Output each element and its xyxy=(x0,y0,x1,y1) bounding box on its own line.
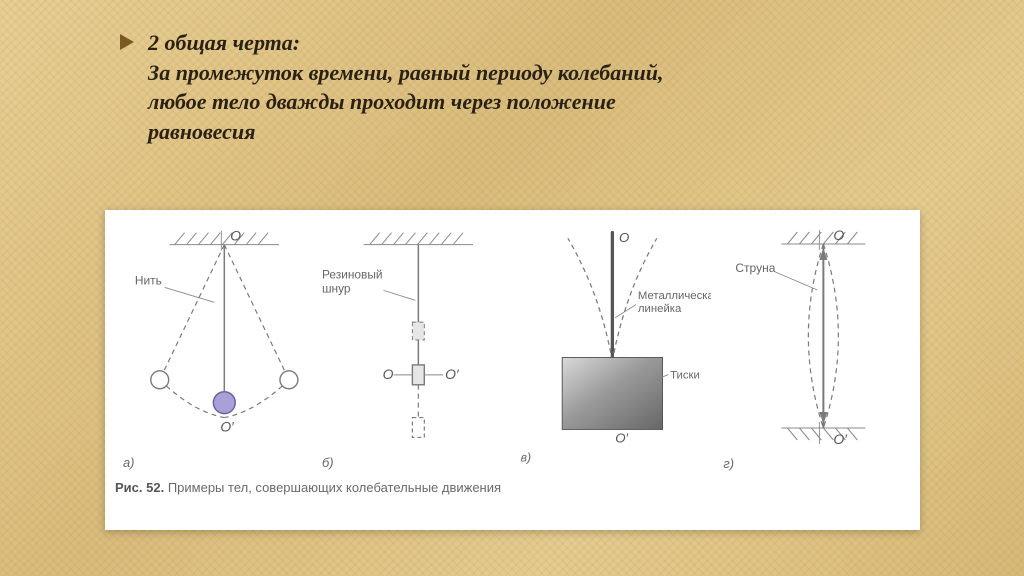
sub-c: в) xyxy=(520,451,531,465)
label-string: Струна xyxy=(736,261,776,275)
label-thread: Нить xyxy=(135,273,162,287)
slide: 2 общая черта: За промежуток времени, ра… xyxy=(0,0,1024,576)
label-O-b: O xyxy=(382,366,393,382)
heading-line1: 2 общая черта: xyxy=(148,30,300,55)
label-ruler2: линейка xyxy=(637,303,681,315)
label-vise: Тиски xyxy=(670,369,700,381)
heading-text: 2 общая черта: За промежуток времени, ра… xyxy=(148,28,663,147)
label-cord1: Резиновый xyxy=(322,267,383,281)
heading-block: 2 общая черта: За промежуток времени, ра… xyxy=(120,28,964,147)
label-O-d: O xyxy=(834,227,845,243)
caption-figno: Рис. 52. xyxy=(115,480,164,495)
label-Oprime-a: O′ xyxy=(220,418,234,434)
diagram-a: O O′ Нить а) xyxy=(115,220,314,478)
caption-text: Примеры тел, совершающих колебательные д… xyxy=(168,480,501,495)
label-O-a: O xyxy=(230,228,241,244)
sub-b: б) xyxy=(322,455,334,470)
label-ruler1: Металлическая xyxy=(637,290,711,302)
diagram-b: O O′ Резиновый шнур б) xyxy=(314,220,513,478)
diagrams-row: O O′ Нить а) xyxy=(115,220,910,478)
heading-line4: равновесия xyxy=(148,119,255,144)
label-Oprime-c: O′ xyxy=(615,431,628,446)
label-Oprime-b: O′ xyxy=(445,366,459,382)
heading-line3: любое тело дважды проходит через положен… xyxy=(148,89,616,114)
label-cord2: шнур xyxy=(322,281,351,295)
sub-d: г) xyxy=(724,456,735,471)
heading-line2: За промежуток времени, равный периоду ко… xyxy=(148,60,663,85)
sub-a: а) xyxy=(123,455,134,470)
label-O-c: O xyxy=(619,230,629,245)
chevron-icon xyxy=(120,34,134,50)
figure-panel: O O′ Нить а) xyxy=(105,210,920,530)
diagram-c: O O′ Металлическая линейка Тиски в) xyxy=(513,220,712,478)
diagram-d: O O′ Струна г) xyxy=(711,220,910,478)
label-Oprime-d: O′ xyxy=(834,431,849,447)
figure-caption: Рис. 52. Примеры тел, совершающих колеба… xyxy=(115,480,910,495)
